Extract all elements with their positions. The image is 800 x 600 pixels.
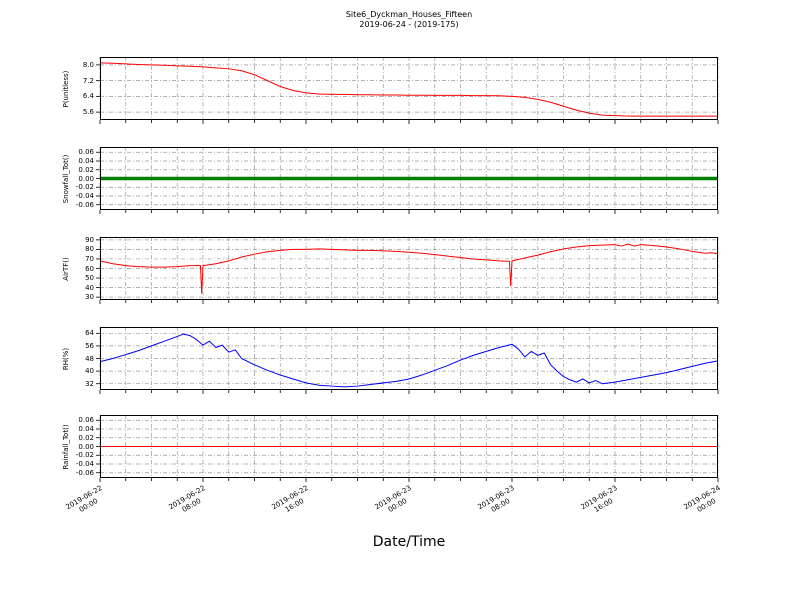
y-tick-label: 0.02 (78, 433, 94, 442)
x-tick-label: 2019-06-23 00:00 (373, 484, 413, 514)
y-tick-label: 0.00 (78, 442, 94, 451)
y-tick-label: 56 (85, 341, 94, 350)
x-tick-label: 2019-06-22 08:00 (167, 484, 207, 514)
y-tick-label: 32 (85, 379, 94, 388)
panel-rainfall-plot (96, 415, 719, 482)
chart-title: Site6_Dyckman_Houses_Fifteen 2019-06-24 … (9, 10, 800, 30)
x-tick-label: 2019-06-24 00:00 (682, 484, 722, 514)
panel-snowfall-plot (96, 147, 719, 214)
panel-p-unitless: P(unitless) 5.6 6.4 7.2 8.0 (0, 57, 800, 124)
y-tick-label: -0.02 (75, 451, 94, 460)
panel-airtf-plot (96, 237, 719, 304)
x-axis-label: Date/Time (372, 534, 446, 550)
panel-rh-plot (96, 327, 719, 394)
y-tick-label: 80 (85, 245, 94, 254)
y-tick-label: -0.06 (75, 200, 94, 209)
y-tick-label: 7.2 (82, 76, 94, 85)
y-tick-label: 0.04 (78, 425, 94, 433)
x-tick-label: 2019-06-23 16:00 (579, 484, 619, 514)
y-tick-label: 50 (85, 274, 94, 283)
y-tick-label: 0.06 (78, 148, 94, 157)
panel-p-unitless-plot (96, 57, 719, 124)
panel-airtf: AirTF() 30 40 50 60 70 80 90 (0, 235, 800, 304)
x-tick-label: 2019-06-22 16:00 (270, 484, 310, 514)
y-tick-label: 0.04 (78, 157, 94, 165)
x-tick-label: 2019-06-22 00:00 (64, 484, 104, 514)
y-tick-label: 0.02 (78, 165, 94, 174)
y-tick-label: -0.06 (75, 468, 94, 477)
y-tick-label: 5.6 (82, 108, 94, 117)
y-tick-label: 48 (85, 354, 94, 363)
series-line (99, 62, 718, 117)
panel-rh: RH(%) 32 40 48 56 64 (0, 327, 800, 394)
panel-p-unitless-ylabel: P(unitless) (62, 70, 70, 107)
y-tick-label: 60 (85, 264, 94, 273)
y-tick-label: 8.0 (82, 60, 94, 69)
y-tick-label: 0.00 (78, 174, 94, 183)
series-line (99, 333, 719, 388)
y-tick-label: -0.02 (75, 183, 94, 192)
series-line (99, 243, 719, 294)
y-tick-label: -0.04 (75, 192, 94, 200)
y-tick-label: -0.04 (75, 460, 94, 468)
y-tick-label: 40 (85, 283, 94, 292)
chart-title-line2: 2019-06-24 - (2019-175) (359, 20, 459, 29)
panel-rainfall: Rainfall_Tot() -0.06 -0.04 -0.02 0.00 0.02 0.… (0, 415, 800, 482)
y-tick-label: 64 (85, 329, 94, 338)
y-tick-label: 40 (85, 367, 94, 376)
panel-snowfall: Snowfall_Tot() -0.06 -0.04 -0.02 0.00 0.02 0.… (0, 147, 800, 214)
y-tick-label: 90 (85, 235, 94, 244)
y-tick-label: 6.4 (82, 92, 94, 101)
x-tick-label: 2019-06-23 08:00 (476, 484, 516, 514)
chart-title-line1: Site6_Dyckman_Houses_Fifteen (345, 10, 473, 19)
y-tick-label: 0.06 (78, 416, 94, 425)
y-tick-label: 70 (85, 254, 94, 263)
y-tick-label: 30 (85, 293, 94, 302)
